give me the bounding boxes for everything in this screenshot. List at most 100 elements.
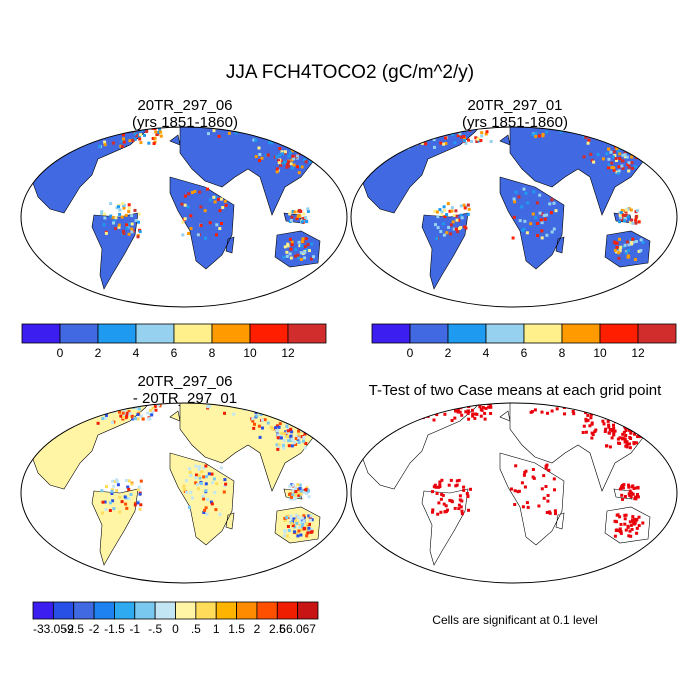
grid-cell <box>618 249 622 253</box>
grid-cell <box>398 124 401 127</box>
grid-cell <box>449 389 452 392</box>
grid-cell <box>128 412 132 416</box>
grid-cell <box>618 436 622 440</box>
grid-cell <box>533 121 536 124</box>
grid-cell <box>128 139 132 143</box>
grid-cell <box>598 134 602 138</box>
grid-cell <box>204 482 208 486</box>
grid-cell <box>479 398 482 401</box>
grid-cell <box>125 395 128 398</box>
grid-cell <box>554 512 557 516</box>
grid-cell <box>132 124 135 127</box>
grid-cell <box>418 118 421 121</box>
grid-cell <box>145 396 148 399</box>
grid-cell <box>306 242 310 246</box>
grid-cell <box>444 112 447 115</box>
grid-cell <box>309 514 313 518</box>
grid-cell <box>627 414 631 418</box>
grid-cell <box>140 386 143 389</box>
grid-cell <box>431 490 434 494</box>
grid-cell <box>600 403 604 404</box>
grid-cell <box>294 419 298 423</box>
grid-cell <box>522 187 526 191</box>
grid-cell <box>449 398 452 401</box>
grid-cell <box>304 488 308 492</box>
grid-cell <box>193 190 197 193</box>
grid-cell <box>264 153 268 157</box>
grid-cell <box>297 436 301 440</box>
grid-cell <box>616 528 620 532</box>
grid-cell <box>194 464 198 468</box>
grid-cell <box>594 428 598 432</box>
grid-cell <box>297 171 301 175</box>
grid-cell <box>287 529 291 532</box>
grid-cell <box>137 220 140 224</box>
grid-cell <box>626 411 630 415</box>
grid-cell <box>620 159 624 163</box>
grid-cell <box>466 494 470 498</box>
grid-cell <box>473 117 476 120</box>
grid-cell <box>390 136 394 140</box>
map-panel-difference <box>20 385 348 584</box>
grid-cell <box>447 118 450 121</box>
grid-cell <box>458 494 462 498</box>
grid-cell <box>188 505 191 509</box>
grid-cell <box>284 416 288 420</box>
grid-cell <box>620 493 624 497</box>
grid-cell <box>460 383 463 386</box>
grid-cell <box>635 526 639 530</box>
grid-cell <box>594 399 597 402</box>
grid-cell <box>131 415 135 419</box>
grid-cell <box>440 213 444 217</box>
grid-cell <box>629 523 633 527</box>
grid-cell <box>135 134 139 138</box>
grid-cell <box>139 398 142 401</box>
grid-cell <box>441 493 445 497</box>
grid-cell <box>513 489 517 493</box>
grid-cell <box>77 407 81 411</box>
grid-cell <box>286 407 289 411</box>
grid-cell <box>436 226 440 230</box>
grid-cell <box>439 510 443 514</box>
grid-cell <box>449 223 453 227</box>
grid-cell <box>480 408 484 412</box>
colorbar-swatch <box>211 323 251 344</box>
grid-cell <box>456 121 459 124</box>
grid-cell <box>584 419 588 423</box>
grid-cell <box>621 432 625 436</box>
grid-cell <box>463 206 467 210</box>
grid-cell <box>612 127 616 129</box>
grid-cell <box>291 154 295 158</box>
grid-cell <box>258 114 261 117</box>
grid-cell <box>103 132 107 136</box>
grid-cell <box>122 119 125 122</box>
grid-cell <box>90 385 93 388</box>
significance-note: Cells are significant at 0.1 level <box>432 613 598 627</box>
grid-cell <box>270 141 274 145</box>
grid-cell <box>268 140 271 144</box>
colorbar-case2: 0 2 4 6 8 10 12 <box>371 323 677 360</box>
grid-cell <box>627 243 631 247</box>
grid-cell <box>451 129 455 133</box>
grid-cell <box>257 424 261 428</box>
grid-cell <box>63 403 67 405</box>
grid-cell <box>100 122 103 125</box>
grid-cell <box>456 410 460 414</box>
grid-cell <box>470 403 473 404</box>
grid-cell <box>587 388 590 391</box>
grid-cell <box>469 487 472 491</box>
grid-cell <box>294 496 298 500</box>
grid-cell <box>637 249 641 253</box>
grid-cell <box>209 119 212 122</box>
grid-cell <box>80 127 84 128</box>
grid-cell <box>308 410 312 414</box>
grid-cell <box>98 131 102 135</box>
grid-cell <box>291 493 295 497</box>
grid-cell <box>152 142 156 145</box>
grid-cell <box>283 150 287 154</box>
grid-cell <box>131 138 135 142</box>
grid-cell <box>303 407 307 411</box>
grid-cell <box>107 388 110 391</box>
grid-cell <box>293 530 297 534</box>
grid-cell <box>310 530 314 534</box>
